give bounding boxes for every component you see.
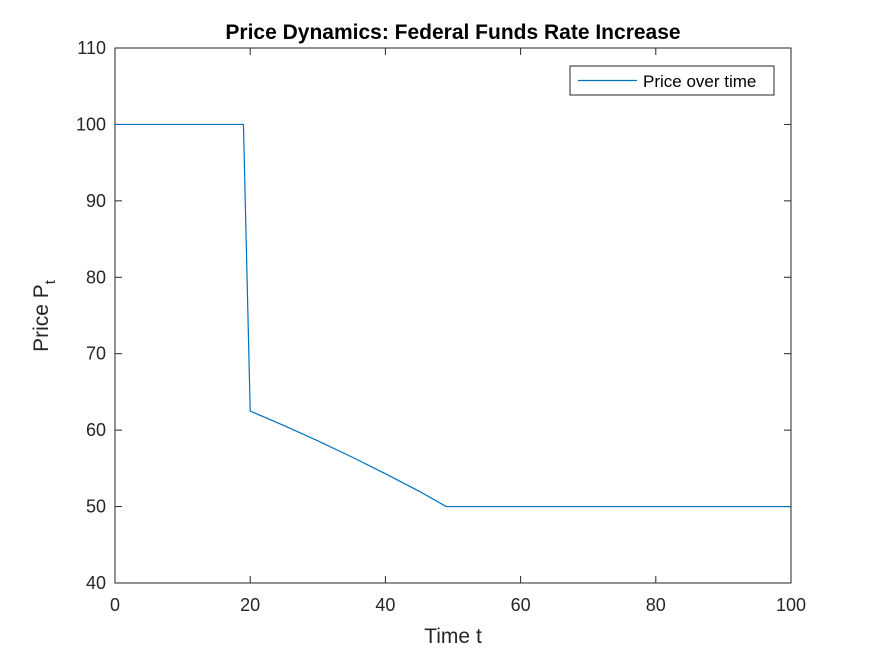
- x-tick-label: 100: [776, 595, 806, 615]
- plot-area: [115, 48, 791, 583]
- x-tick-label: 60: [511, 595, 531, 615]
- axis-ticks: 0 20 40 60 80 100 40 50 60 70 80 90 100 110: [76, 38, 806, 615]
- plot-frame: [114, 47, 792, 584]
- y-tick-label: 80: [86, 267, 106, 287]
- y-tick-label: 110: [77, 38, 106, 58]
- x-tick-label: 40: [375, 595, 395, 615]
- y-tick-label: 100: [76, 114, 106, 134]
- y-tick-label: 70: [86, 344, 106, 364]
- x-tick-label: 0: [110, 595, 120, 615]
- x-tick-label: 20: [240, 595, 260, 615]
- x-tick-label: 80: [646, 595, 666, 615]
- x-axis-label: Time t: [424, 625, 482, 648]
- series-layer: [115, 123, 791, 508]
- y-axis-label: Price Pt: [30, 279, 59, 352]
- series-line-0: [115, 123, 791, 508]
- legend-label: Price over time: [643, 72, 756, 91]
- y-tick-label: 50: [86, 497, 106, 517]
- y-tick-label: 60: [86, 420, 106, 440]
- y-tick-label: 90: [86, 191, 106, 211]
- legend: Price over time: [569, 65, 775, 96]
- y-axis-label-group: Price Pt: [30, 279, 59, 352]
- chart-title: Price Dynamics: Federal Funds Rate Incre…: [225, 21, 680, 44]
- y-axis-label-main: Price P: [30, 284, 53, 352]
- y-axis-label-subscript: t: [42, 279, 59, 284]
- y-tick-label: 40: [86, 573, 106, 593]
